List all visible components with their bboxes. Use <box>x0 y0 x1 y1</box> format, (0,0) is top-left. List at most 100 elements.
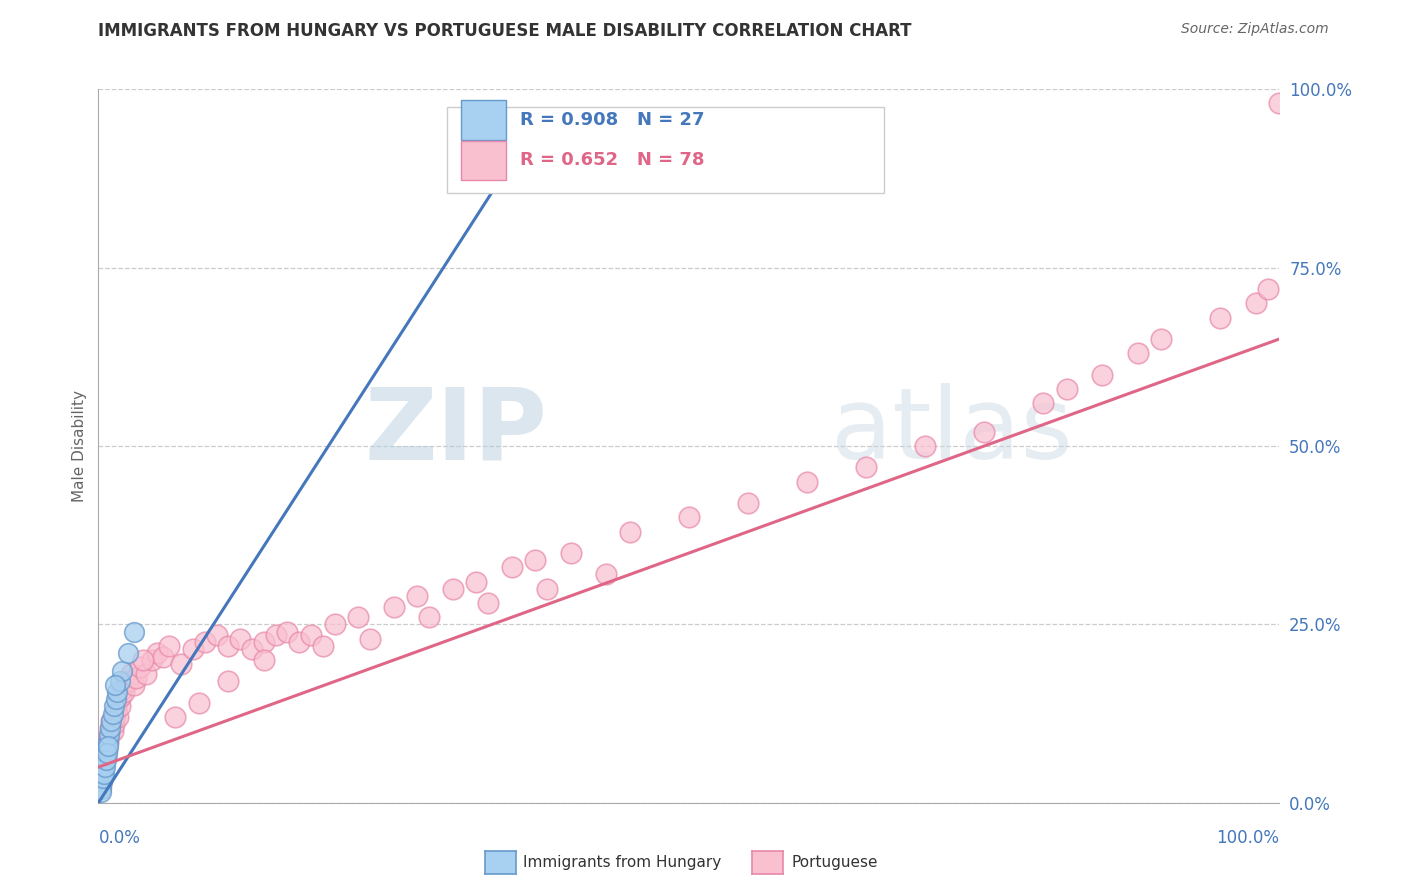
Point <box>406 589 429 603</box>
Point <box>152 649 174 664</box>
Point <box>560 546 582 560</box>
Point <box>117 674 139 689</box>
FancyBboxPatch shape <box>447 107 884 193</box>
Point <box>98 728 121 742</box>
Point <box>105 703 128 717</box>
Point <box>264 628 287 642</box>
Point <box>100 714 122 728</box>
Point <box>101 724 124 739</box>
Text: IMMIGRANTS FROM HUNGARY VS PORTUGUESE MALE DISABILITY CORRELATION CHART: IMMIGRANTS FROM HUNGARY VS PORTUGUESE MA… <box>98 22 912 40</box>
Point <box>141 653 163 667</box>
Point <box>441 582 464 596</box>
Point <box>111 664 134 678</box>
Point <box>1150 332 1173 346</box>
Point <box>93 767 115 781</box>
Point <box>229 632 252 646</box>
Point <box>93 756 115 771</box>
Point <box>122 624 145 639</box>
FancyBboxPatch shape <box>461 141 506 180</box>
Point <box>1209 310 1232 325</box>
Point <box>97 739 120 753</box>
Point <box>108 699 131 714</box>
Point <box>194 635 217 649</box>
Point <box>112 685 135 699</box>
Point <box>253 635 276 649</box>
Point <box>90 781 112 796</box>
Point <box>1126 346 1149 360</box>
Point <box>93 756 115 771</box>
Point <box>312 639 335 653</box>
FancyBboxPatch shape <box>461 100 506 139</box>
Point <box>165 710 187 724</box>
Point <box>205 628 228 642</box>
Point <box>121 667 143 681</box>
Point <box>91 771 114 785</box>
Point <box>98 721 121 735</box>
Y-axis label: Male Disability: Male Disability <box>72 390 87 502</box>
Point <box>1257 282 1279 296</box>
Point <box>104 678 127 692</box>
Point <box>104 710 127 724</box>
Point <box>253 653 276 667</box>
Point <box>103 717 125 731</box>
Point <box>100 714 122 728</box>
Text: ZIP: ZIP <box>364 384 547 480</box>
Point <box>125 671 148 685</box>
Text: Portuguese: Portuguese <box>792 855 879 870</box>
Point <box>536 582 558 596</box>
Point <box>94 753 117 767</box>
Point <box>108 674 131 689</box>
Point <box>170 657 193 671</box>
Point <box>477 596 499 610</box>
Point <box>1268 96 1291 111</box>
Point <box>347 610 370 624</box>
Point <box>501 560 523 574</box>
Text: 0.0%: 0.0% <box>98 829 141 847</box>
Point <box>97 735 120 749</box>
Point <box>105 685 128 699</box>
Text: Source: ZipAtlas.com: Source: ZipAtlas.com <box>1181 22 1329 37</box>
Point <box>1056 382 1078 396</box>
Point <box>276 624 298 639</box>
Point <box>1244 296 1267 310</box>
Point <box>187 696 209 710</box>
Point <box>382 599 405 614</box>
Point <box>103 699 125 714</box>
Point <box>181 642 204 657</box>
Point <box>96 746 118 760</box>
Point <box>1032 396 1054 410</box>
Text: R = 0.908   N = 27: R = 0.908 N = 27 <box>520 111 704 129</box>
Text: R = 0.652   N = 78: R = 0.652 N = 78 <box>520 152 704 169</box>
Point <box>240 642 263 657</box>
Point <box>97 735 120 749</box>
Point <box>737 496 759 510</box>
Point <box>288 635 311 649</box>
Point <box>323 617 346 632</box>
Point <box>1091 368 1114 382</box>
Point <box>90 785 112 799</box>
Point <box>90 778 112 792</box>
Point <box>914 439 936 453</box>
Point <box>678 510 700 524</box>
Point <box>117 646 139 660</box>
Point <box>855 460 877 475</box>
Point <box>98 721 121 735</box>
Point <box>132 653 155 667</box>
Point <box>122 678 145 692</box>
Text: 100.0%: 100.0% <box>1216 829 1279 847</box>
Text: atlas: atlas <box>831 384 1073 480</box>
Point <box>146 646 169 660</box>
Point <box>418 610 440 624</box>
Point <box>94 760 117 774</box>
Point <box>94 749 117 764</box>
Point <box>128 660 150 674</box>
Point <box>94 749 117 764</box>
Point <box>91 771 114 785</box>
Point <box>111 681 134 696</box>
Point <box>96 742 118 756</box>
Point <box>107 710 129 724</box>
Point <box>91 774 114 789</box>
Point <box>91 764 114 778</box>
Point <box>524 553 547 567</box>
Point <box>110 689 132 703</box>
